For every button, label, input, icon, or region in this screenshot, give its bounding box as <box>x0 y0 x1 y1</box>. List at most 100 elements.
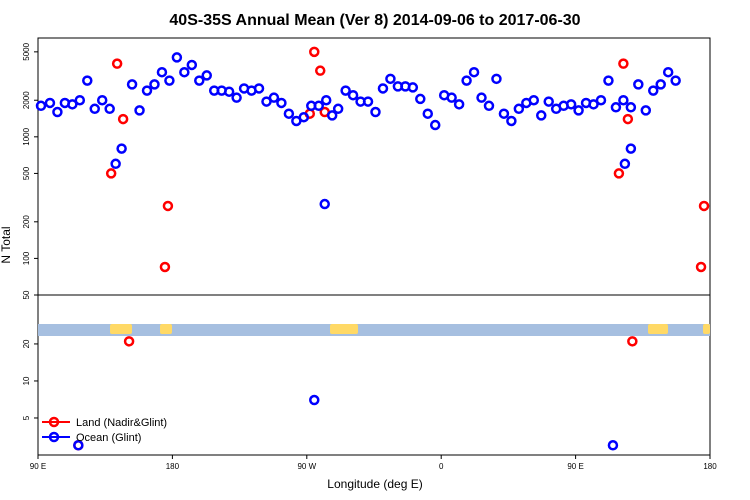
land-point <box>123 336 135 347</box>
ocean-point <box>320 94 332 106</box>
ocean-point <box>619 158 631 170</box>
y-axis-label: N Total <box>0 226 13 263</box>
ocean-point <box>298 111 310 123</box>
ocean-point <box>141 85 153 96</box>
ocean-point <box>595 94 607 106</box>
land-point <box>695 261 707 273</box>
ocean-point <box>603 75 614 86</box>
ocean-point <box>453 99 465 110</box>
ocean-point <box>194 75 205 86</box>
ocean-point <box>476 92 487 103</box>
data-points <box>35 46 710 451</box>
ocean-point <box>309 394 320 406</box>
ocean-point <box>607 440 619 451</box>
ocean-point <box>468 66 480 78</box>
ocean-point <box>186 59 198 71</box>
y-tick-label: 2000 <box>22 91 31 109</box>
ocean-point <box>104 103 115 115</box>
y-axis: 5000 2000 1000 500 200 100 50 20 10 5 <box>22 42 38 420</box>
ocean-point <box>536 110 547 121</box>
y-tick-label: 100 <box>22 251 31 265</box>
ocean-point <box>149 79 160 90</box>
ocean-point <box>655 79 666 90</box>
ocean-point <box>171 52 183 63</box>
ocean-point <box>347 89 359 101</box>
land-point <box>618 58 629 69</box>
ocean-point <box>82 75 93 86</box>
ocean-point <box>625 143 637 154</box>
legend-marker-land <box>48 416 60 428</box>
ocean-point <box>96 94 108 106</box>
ocean-point <box>268 92 280 103</box>
ocean-point <box>377 83 389 94</box>
x-axis-label: Longitude (deg E) <box>327 477 422 491</box>
plot-area <box>37 37 711 456</box>
ocean-point <box>370 106 381 118</box>
ocean-point <box>340 85 351 96</box>
land-point <box>117 113 129 125</box>
ocean-point <box>415 93 426 105</box>
ocean-point <box>407 82 419 93</box>
x-tick-label: 0 <box>439 462 444 471</box>
ocean-point <box>573 105 584 116</box>
ocean-point <box>332 103 344 115</box>
ocean-point <box>89 103 100 115</box>
ocean-point <box>618 94 629 106</box>
land-point <box>105 168 117 179</box>
ocean-point <box>313 100 324 112</box>
ocean-point <box>633 79 644 90</box>
ocean-point <box>513 103 525 115</box>
land-point <box>627 336 638 347</box>
ocean-point <box>201 70 212 81</box>
ocean-point <box>126 79 138 90</box>
ocean-point <box>134 105 145 116</box>
land-point <box>162 200 174 212</box>
ocean-point <box>283 108 295 119</box>
ocean-point <box>73 440 84 451</box>
ocean-point <box>326 110 338 121</box>
ocean-point <box>543 96 554 107</box>
x-tick-label: 90 E <box>567 462 583 471</box>
ocean-point <box>662 66 674 78</box>
land-point <box>159 261 171 273</box>
ocean-point <box>223 86 235 97</box>
ocean-point <box>52 106 63 118</box>
x-tick-label: 90 W <box>297 462 316 471</box>
ocean-point <box>461 75 472 86</box>
ocean-point <box>506 115 517 127</box>
land-patch <box>110 324 132 334</box>
land-point <box>111 58 123 69</box>
ocean-strip <box>38 324 710 336</box>
y-tick-label: 1000 <box>22 127 31 145</box>
ocean-point <box>588 99 599 110</box>
land-point <box>622 113 634 125</box>
ocean-point <box>385 73 396 85</box>
ocean-point <box>276 97 287 109</box>
ocean-point <box>319 198 330 210</box>
ocean-point <box>610 102 622 113</box>
ocean-point <box>231 92 242 103</box>
chart-title: 40S-35S Annual Mean (Ver 8) 2014-09-06 t… <box>169 12 580 29</box>
ocean-point <box>446 92 457 103</box>
ocean-point <box>253 83 265 94</box>
ocean-point <box>164 75 175 86</box>
y-tick-label: 500 <box>22 166 31 180</box>
ocean-point <box>110 158 121 170</box>
y-tick-label: 20 <box>22 339 31 348</box>
x-tick-label: 180 <box>166 462 180 471</box>
ocean-point <box>156 66 168 78</box>
land-patch <box>648 324 668 334</box>
ocean-point <box>179 66 190 78</box>
ocean-point <box>648 85 659 96</box>
land-patch <box>160 324 172 334</box>
land-point <box>309 46 320 58</box>
land-patch <box>703 324 710 334</box>
ocean-point <box>362 96 374 107</box>
ocean-point <box>67 99 78 110</box>
ocean-point <box>422 108 434 119</box>
y-tick-label: 200 <box>22 215 31 229</box>
land-patch <box>330 324 358 334</box>
plot-frame <box>37 37 711 456</box>
ocean-point <box>116 143 127 154</box>
